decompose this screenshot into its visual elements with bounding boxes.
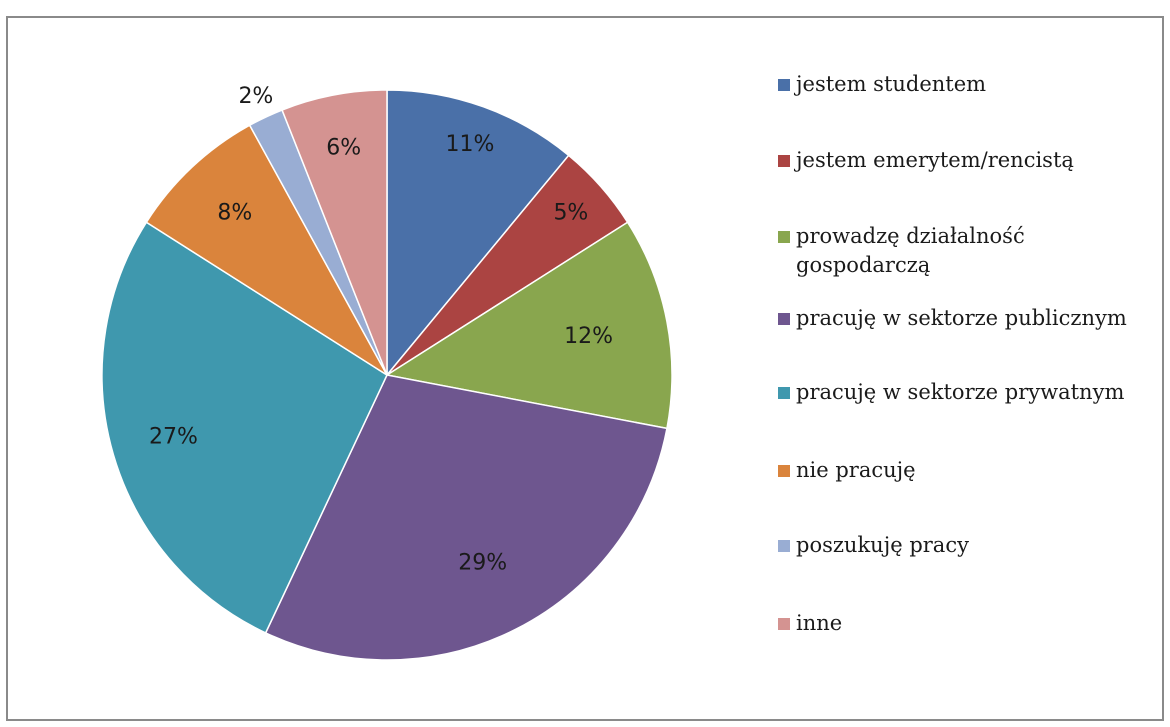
pie-slices	[101, 89, 673, 661]
legend-item: inne	[778, 609, 842, 638]
pie-slice	[386, 89, 570, 378]
pie-slice	[264, 374, 668, 661]
legend-label: nie pracuję	[796, 458, 916, 482]
slice-data-label: 27%	[149, 425, 198, 450]
pie-slice	[145, 124, 388, 376]
legend-swatch	[778, 540, 790, 552]
legend-swatch	[778, 618, 790, 630]
legend-item: jestem studentem	[778, 70, 986, 99]
pie-slice	[101, 221, 388, 634]
legend-label: poszukuję pracy	[796, 533, 969, 557]
legend-label: pracuję w sektorze prywatnym	[796, 380, 1125, 404]
slice-data-label: 12%	[564, 324, 613, 349]
legend-item: poszukuję pracy	[778, 531, 969, 560]
legend-swatch	[778, 387, 790, 399]
slice-data-label: 2%	[238, 84, 273, 109]
legend-swatch	[778, 155, 790, 167]
legend-item: nie pracuję	[778, 456, 916, 485]
legend-swatch	[778, 79, 790, 91]
pie-data-labels: 11% 5% 12% 29% 27% 8% 2% 6%	[149, 84, 613, 575]
legend-item: prowadzę działalność gospodarczą	[778, 222, 1025, 280]
legend-item: pracuję w sektorze prywatnym	[778, 378, 1124, 407]
slice-data-label: 8%	[217, 201, 252, 226]
legend-swatch	[778, 465, 790, 477]
slice-data-label: 11%	[446, 132, 495, 157]
slice-data-label: 5%	[553, 200, 588, 225]
legend-label: jestem emerytem/rencistą	[796, 148, 1074, 172]
pie-slice	[281, 89, 388, 376]
legend-item: pracuję w sektorze publicznym	[778, 304, 1127, 333]
legend-label: prowadzę działalność gospodarczą	[796, 224, 1025, 277]
slice-data-label: 29%	[458, 550, 507, 575]
slice-data-label: 6%	[326, 136, 361, 161]
legend-swatch	[778, 231, 790, 243]
pie-slice	[384, 221, 673, 430]
legend-label: pracuję w sektorze publicznym	[796, 306, 1127, 330]
legend-label: inne	[796, 611, 843, 635]
legend-label: jestem studentem	[796, 72, 987, 96]
legend-swatch	[778, 313, 790, 325]
legend-item: jestem emerytem/rencistą	[778, 146, 1074, 175]
